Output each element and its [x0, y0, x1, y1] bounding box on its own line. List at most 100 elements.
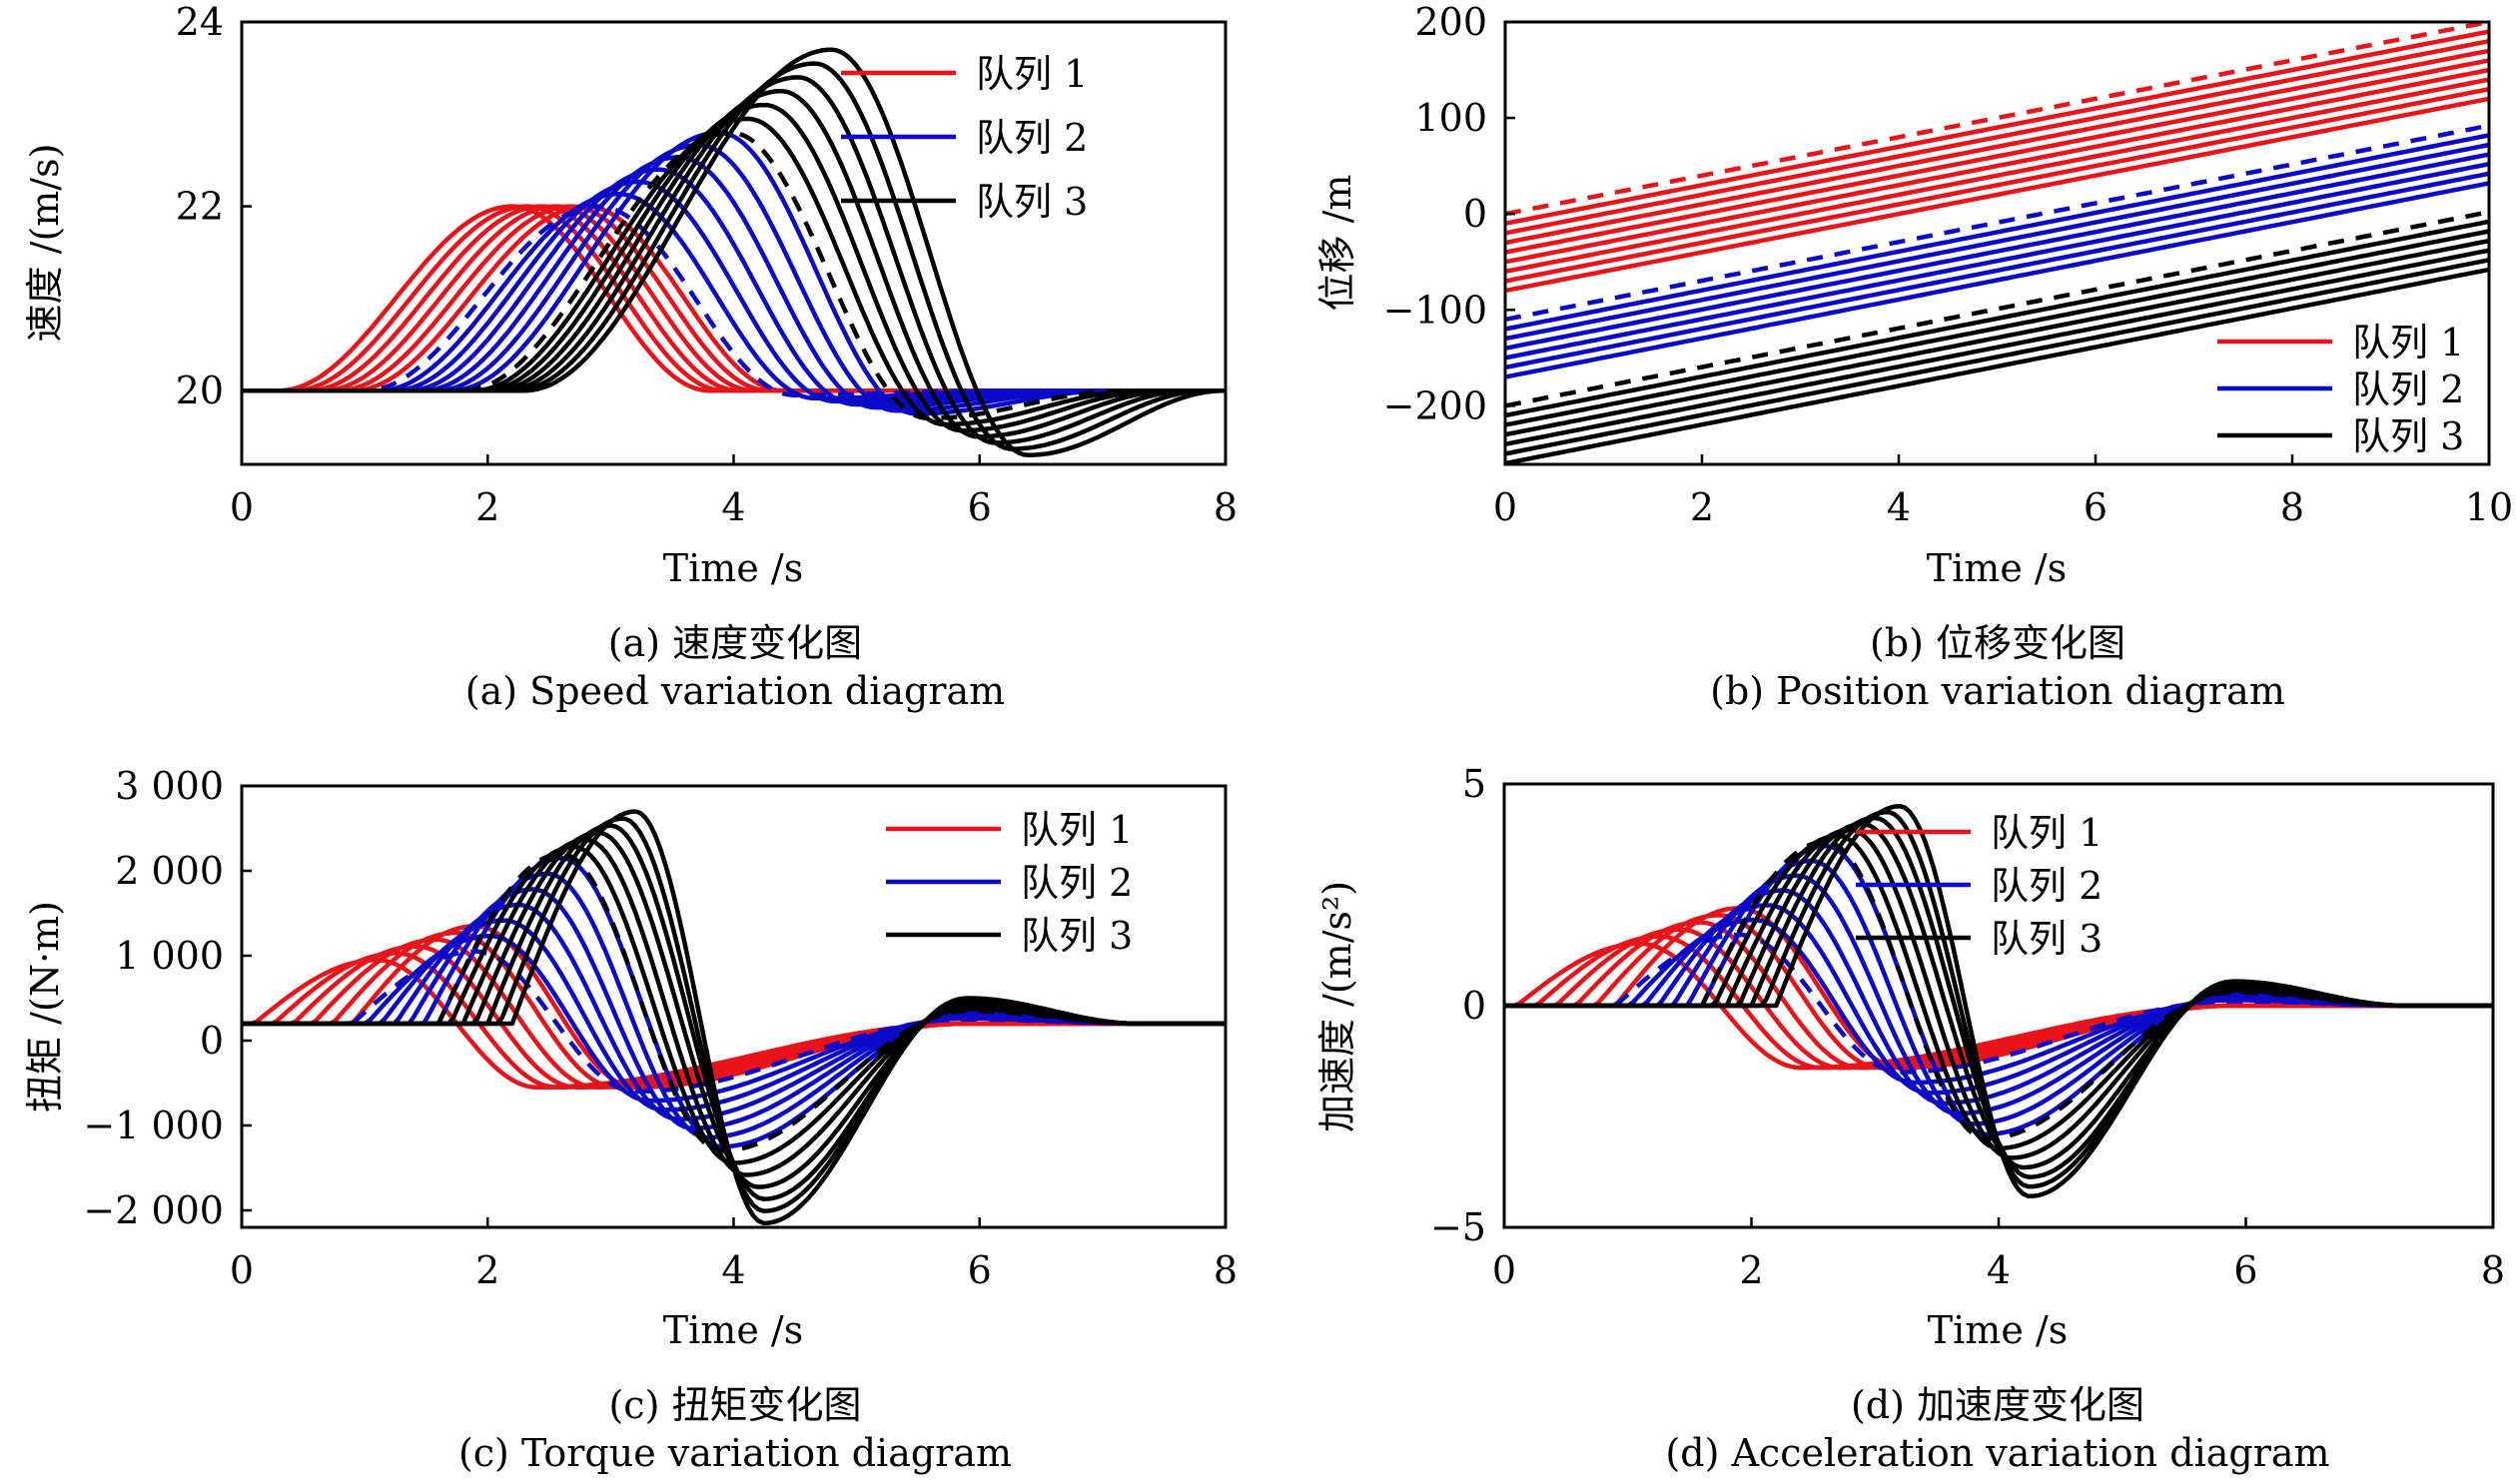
- series-group: [1505, 22, 2489, 464]
- x-tick-label: 4: [721, 485, 745, 529]
- panel-position: 0 2 4 6 8 10 −200 −100 0 100 200 队列 1队列 2队列 3 Time…: [1315, 0, 2513, 713]
- panel-acceleration: 0 2 4 6 8−505 队列 1队列 2队列 3 Time /s 加速度 /(m/s…: [1315, 762, 2505, 1475]
- y-tick-label: 3 000: [115, 764, 224, 808]
- legend-label: 队列 1: [976, 52, 1088, 96]
- series-line: [1504, 803, 2493, 1199]
- y-tick-label: −2 000: [83, 1188, 224, 1232]
- x-tick-label: 2: [1690, 485, 1714, 529]
- series-line: [1505, 48, 2489, 246]
- series-line: [242, 809, 1226, 1225]
- series-line: [1505, 267, 2489, 464]
- x-tick-label: 8: [1214, 1248, 1238, 1292]
- series-line: [1505, 152, 2489, 351]
- y-axis-label: 扭矩 /(N·m): [23, 901, 67, 1113]
- y-tick-label: 0: [1463, 192, 1487, 236]
- y-axis-label: 位移 /m: [1315, 175, 1359, 312]
- caption-en: (a) Speed variation diagram: [465, 669, 1005, 713]
- x-tick-label: 8: [2481, 1248, 2505, 1292]
- series-line: [1505, 258, 2489, 456]
- y-tick-label: 1 000: [115, 934, 224, 978]
- legend-label: 队列 2: [976, 116, 1088, 160]
- series-leader-line: [242, 949, 1226, 1095]
- y-tick-label: −1 000: [83, 1104, 224, 1147]
- legend-label: 队列 2: [2352, 368, 2464, 411]
- series-group: [242, 809, 1226, 1225]
- series-line: [242, 204, 1226, 393]
- y-tick-label: 100: [1414, 96, 1487, 140]
- x-tick-label: 0: [230, 1248, 254, 1292]
- x-tick-label: 4: [721, 1248, 745, 1292]
- series-line: [1505, 96, 2489, 294]
- legend: 队列 1队列 2队列 3: [886, 808, 1133, 958]
- series-line: [1505, 67, 2489, 265]
- panel-torque: 0 2 4 6 8 −2 000 −1 000 0 1 000 2 000 3 000 队列 1队列…: [23, 764, 1238, 1475]
- caption-en: (b) Position variation diagram: [1710, 669, 2285, 713]
- x-tick-label: 8: [2280, 485, 2304, 529]
- y-axis-label: 加速度 /(m/s²): [1315, 881, 1359, 1132]
- legend-label: 队列 3: [1991, 917, 2102, 961]
- x-tick-label: 6: [2233, 1248, 2257, 1292]
- series-line: [1505, 142, 2489, 342]
- x-axis-label: Time /s: [663, 1308, 803, 1352]
- legend-label: 队列 3: [2352, 414, 2464, 458]
- axis-ticks: 0 2 4 6 8 −2 000 −1 000 0 1 000 2 000 3 000: [83, 764, 1238, 1292]
- series-line: [1504, 906, 2493, 1071]
- y-tick-label: 5: [1462, 762, 1486, 806]
- series-line: [1505, 38, 2489, 236]
- y-tick-label: −5: [1430, 1205, 1486, 1249]
- series-line: [1505, 171, 2489, 371]
- x-tick-label: 4: [1987, 1248, 2011, 1292]
- x-tick-label: 2: [475, 1248, 499, 1292]
- series-leader-line: [242, 130, 1226, 421]
- x-tick-label: 2: [475, 485, 499, 529]
- axis-ticks: 0 2 4 6 8−505: [1430, 762, 2505, 1292]
- caption-en: (c) Torque variation diagram: [458, 1431, 1012, 1475]
- caption-cn: (d) 加速度变化图: [1851, 1383, 2144, 1427]
- series-line: [1505, 219, 2489, 418]
- x-tick-label: 0: [230, 485, 254, 529]
- x-tick-label: 2: [1739, 1248, 1763, 1292]
- y-tick-label: 200: [1414, 0, 1487, 44]
- legend-label: 队列 3: [1021, 914, 1133, 958]
- x-tick-label: 6: [968, 1248, 992, 1292]
- series-line: [1505, 58, 2489, 255]
- series-line: [1505, 87, 2489, 284]
- curves-torque: [242, 809, 1226, 1225]
- x-axis-label: Time /s: [1928, 1308, 2068, 1352]
- y-tick-label: 22: [176, 185, 224, 229]
- curves-position: [1505, 22, 2489, 464]
- series-line: [242, 47, 1226, 458]
- series-line: [1505, 161, 2489, 361]
- y-tick-label: 24: [176, 0, 224, 44]
- caption-cn: (b) 位移变化图: [1870, 621, 2125, 665]
- y-tick-label: 0: [200, 1019, 224, 1063]
- series-line: [1505, 229, 2489, 427]
- x-axis-label: Time /s: [663, 546, 803, 590]
- caption-en: (d) Acceleration variation diagram: [1665, 1431, 2329, 1475]
- legend: 队列 1队列 2队列 3: [1856, 811, 2102, 961]
- legend: 队列 1队列 2队列 3: [2217, 321, 2464, 458]
- series-line: [1505, 181, 2489, 379]
- series-line: [1505, 238, 2489, 437]
- x-tick-label: 8: [1214, 485, 1238, 529]
- series-group: [1504, 803, 2493, 1199]
- series-line: [242, 924, 1226, 1091]
- legend-label: 队列 1: [2352, 321, 2464, 365]
- x-tick-label: 6: [968, 485, 992, 529]
- x-tick-label: 10: [2465, 485, 2513, 529]
- curves-speed: [242, 47, 1226, 458]
- plot-frame: [1503, 20, 2491, 466]
- y-tick-label: −200: [1383, 383, 1487, 427]
- axis-ticks: 0 2 4 6 8 10 −200 −100 0 100 200: [1383, 0, 2514, 529]
- x-tick-label: 6: [2084, 485, 2107, 529]
- legend-label: 队列 1: [1991, 811, 2102, 855]
- y-tick-label: 0: [1462, 984, 1486, 1028]
- x-tick-label: 4: [1887, 485, 1911, 529]
- y-axis-label: 速度 /(m/s): [23, 144, 67, 343]
- y-tick-label: 2 000: [115, 849, 224, 893]
- x-axis-label: Time /s: [1927, 546, 2067, 590]
- series-line: [1505, 248, 2489, 447]
